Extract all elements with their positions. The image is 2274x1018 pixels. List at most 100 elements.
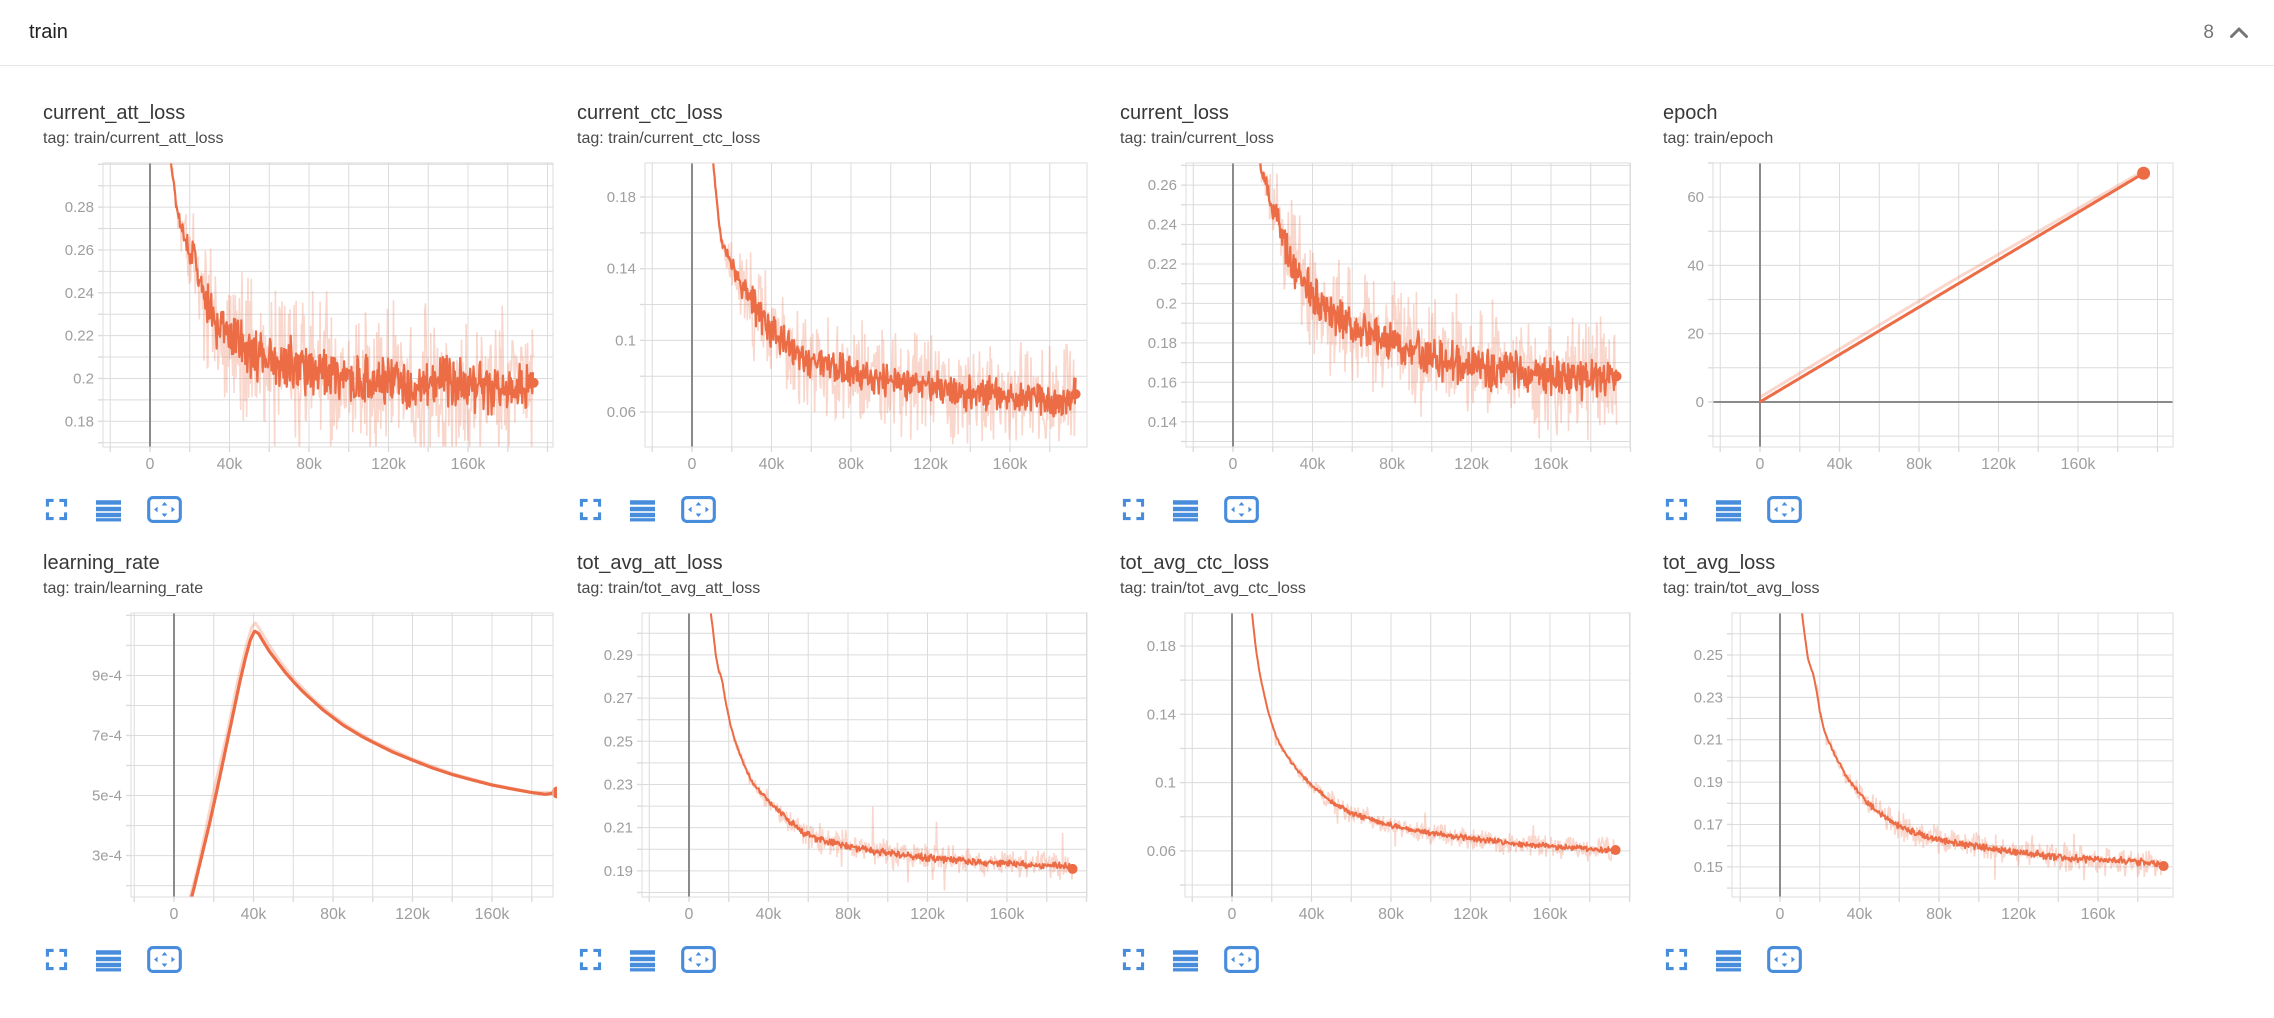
svg-text:120k: 120k (2001, 906, 2037, 923)
fit-domain-icon[interactable] (147, 946, 182, 973)
chart-action-bar (43, 493, 557, 523)
svg-text:80k: 80k (1926, 906, 1953, 923)
log-scale-icon[interactable] (1715, 946, 1742, 973)
log-scale-icon[interactable] (95, 496, 122, 523)
svg-text:0.2: 0.2 (73, 370, 94, 387)
svg-text:160k: 160k (2081, 906, 2117, 923)
scalar-line-chart[interactable]: 9e-4 7e-4 5e-4 3e-4 0 40k 80k 120k 160k (43, 603, 557, 938)
svg-text:0: 0 (1229, 456, 1238, 473)
svg-text:0.28: 0.28 (65, 199, 94, 216)
chart-title: tot_avg_ctc_loss (1120, 552, 1269, 574)
svg-text:120k: 120k (910, 906, 946, 923)
expand-chart-icon[interactable] (1120, 496, 1147, 523)
svg-text:0.16: 0.16 (1148, 374, 1177, 391)
fit-domain-icon[interactable] (1767, 496, 1802, 523)
scalar-line-chart[interactable]: 0.25 0.23 0.21 0.19 0.17 0.15 0 40k 80k 120k 160k (1663, 603, 2177, 938)
svg-text:80k: 80k (835, 906, 862, 923)
expand-chart-icon[interactable] (43, 496, 70, 523)
fit-domain-icon[interactable] (1224, 496, 1259, 523)
scalar-line-chart[interactable]: 60 40 20 0 0 40k 80k 120k 160k (1663, 153, 2177, 488)
scalar-chart-card: tot_avg_att_loss tag: train/tot_avg_att_… (577, 546, 1091, 973)
svg-text:60: 60 (1687, 189, 1704, 206)
expand-chart-icon[interactable] (577, 496, 604, 523)
log-scale-icon[interactable] (629, 496, 656, 523)
chart-action-bar (1663, 493, 2177, 523)
chart-title: current_ctc_loss (577, 102, 723, 124)
svg-text:0.25: 0.25 (1694, 647, 1723, 664)
svg-text:0.26: 0.26 (1148, 177, 1177, 194)
expand-chart-icon[interactable] (1120, 946, 1147, 973)
expand-chart-icon[interactable] (577, 946, 604, 973)
scalar-chart-card: learning_rate tag: train/learning_rate 9… (43, 546, 557, 973)
fit-domain-icon[interactable] (681, 496, 716, 523)
chevron-up-icon[interactable] (2226, 20, 2252, 46)
log-scale-icon[interactable] (95, 946, 122, 973)
chart-action-bar (1120, 943, 1634, 973)
fit-domain-icon[interactable] (147, 496, 182, 523)
fit-domain-icon[interactable] (1767, 946, 1802, 973)
svg-text:120k: 120k (1981, 456, 2017, 473)
chart-action-bar (577, 493, 1091, 523)
scalar-line-chart[interactable]: 0.29 0.27 0.25 0.23 0.21 0.19 0 40k 80k 120k 160k (577, 603, 1091, 938)
svg-text:40k: 40k (759, 456, 786, 473)
chart-title: tot_avg_att_loss (577, 552, 723, 574)
svg-text:0: 0 (146, 456, 155, 473)
svg-text:120k: 120k (913, 456, 949, 473)
expand-chart-icon[interactable] (1663, 946, 1690, 973)
svg-text:0.24: 0.24 (1148, 217, 1177, 234)
svg-text:0.25: 0.25 (604, 733, 633, 750)
svg-text:0: 0 (685, 906, 694, 923)
log-scale-icon[interactable] (1172, 496, 1199, 523)
chart-action-bar (43, 943, 557, 973)
log-scale-icon[interactable] (1715, 496, 1742, 523)
svg-text:0.23: 0.23 (1694, 689, 1723, 706)
expand-chart-icon[interactable] (43, 946, 70, 973)
svg-text:0.14: 0.14 (607, 261, 636, 278)
chart-tag: tag: train/tot_avg_att_loss (577, 580, 761, 597)
chart-title: tot_avg_loss (1663, 552, 1776, 574)
svg-text:160k: 160k (475, 906, 511, 923)
svg-text:120k: 120k (1454, 456, 1490, 473)
svg-text:0.18: 0.18 (607, 189, 636, 206)
svg-text:0.22: 0.22 (65, 328, 94, 345)
chart-title: current_att_loss (43, 102, 186, 124)
scalar-line-chart[interactable]: 0.18 0.14 0.1 0.06 0 40k 80k 120k 160k (577, 153, 1091, 488)
log-scale-icon[interactable] (629, 946, 656, 973)
svg-text:5e-4: 5e-4 (92, 788, 122, 805)
svg-text:0.15: 0.15 (1694, 859, 1723, 876)
category-header-train[interactable]: train 8 (0, 0, 2274, 66)
svg-text:0.23: 0.23 (604, 776, 633, 793)
svg-text:40k: 40k (1300, 456, 1327, 473)
svg-text:120k: 120k (371, 456, 407, 473)
svg-text:0.14: 0.14 (1147, 706, 1176, 723)
expand-chart-icon[interactable] (1663, 496, 1690, 523)
scalar-line-chart[interactable]: 0.18 0.14 0.1 0.06 0 40k 80k 120k 160k (1120, 603, 1634, 938)
svg-text:0.18: 0.18 (1148, 335, 1177, 352)
scalar-chart-card: current_loss tag: train/current_loss 0.2… (1120, 96, 1634, 523)
svg-text:40k: 40k (756, 906, 783, 923)
fit-domain-icon[interactable] (681, 946, 716, 973)
svg-text:40k: 40k (1847, 906, 1874, 923)
svg-text:0: 0 (1756, 456, 1765, 473)
svg-text:80k: 80k (1906, 456, 1933, 473)
svg-text:0: 0 (1776, 906, 1785, 923)
scalar-chart-card: epoch tag: train/epoch 60 40 20 0 0 40k 80k 120… (1663, 96, 2177, 523)
fit-domain-icon[interactable] (1224, 946, 1259, 973)
scalar-line-chart[interactable]: 0.28 0.26 0.24 0.22 0.2 0.18 0 40k 80k 120k 160k (43, 153, 557, 488)
chart-tag: tag: train/tot_avg_loss (1663, 580, 1820, 597)
scalar-line-chart[interactable]: 0.26 0.24 0.22 0.2 0.18 0.16 0.14 0 40k 80k 120k 16… (1120, 153, 1634, 488)
svg-text:0.06: 0.06 (607, 404, 636, 421)
chart-tag: tag: train/learning_rate (43, 580, 204, 597)
svg-text:0.24: 0.24 (65, 285, 94, 302)
svg-text:80k: 80k (1378, 906, 1405, 923)
chart-title: learning_rate (43, 552, 160, 574)
chart-title: current_loss (1120, 102, 1229, 124)
svg-text:0.21: 0.21 (604, 820, 633, 837)
svg-text:80k: 80k (838, 456, 865, 473)
svg-text:0.14: 0.14 (1148, 414, 1177, 431)
svg-text:40k: 40k (217, 456, 244, 473)
log-scale-icon[interactable] (1172, 946, 1199, 973)
scalar-chart-card: current_att_loss tag: train/current_att_… (43, 96, 557, 523)
svg-text:0.18: 0.18 (65, 413, 94, 430)
svg-text:120k: 120k (1453, 906, 1489, 923)
